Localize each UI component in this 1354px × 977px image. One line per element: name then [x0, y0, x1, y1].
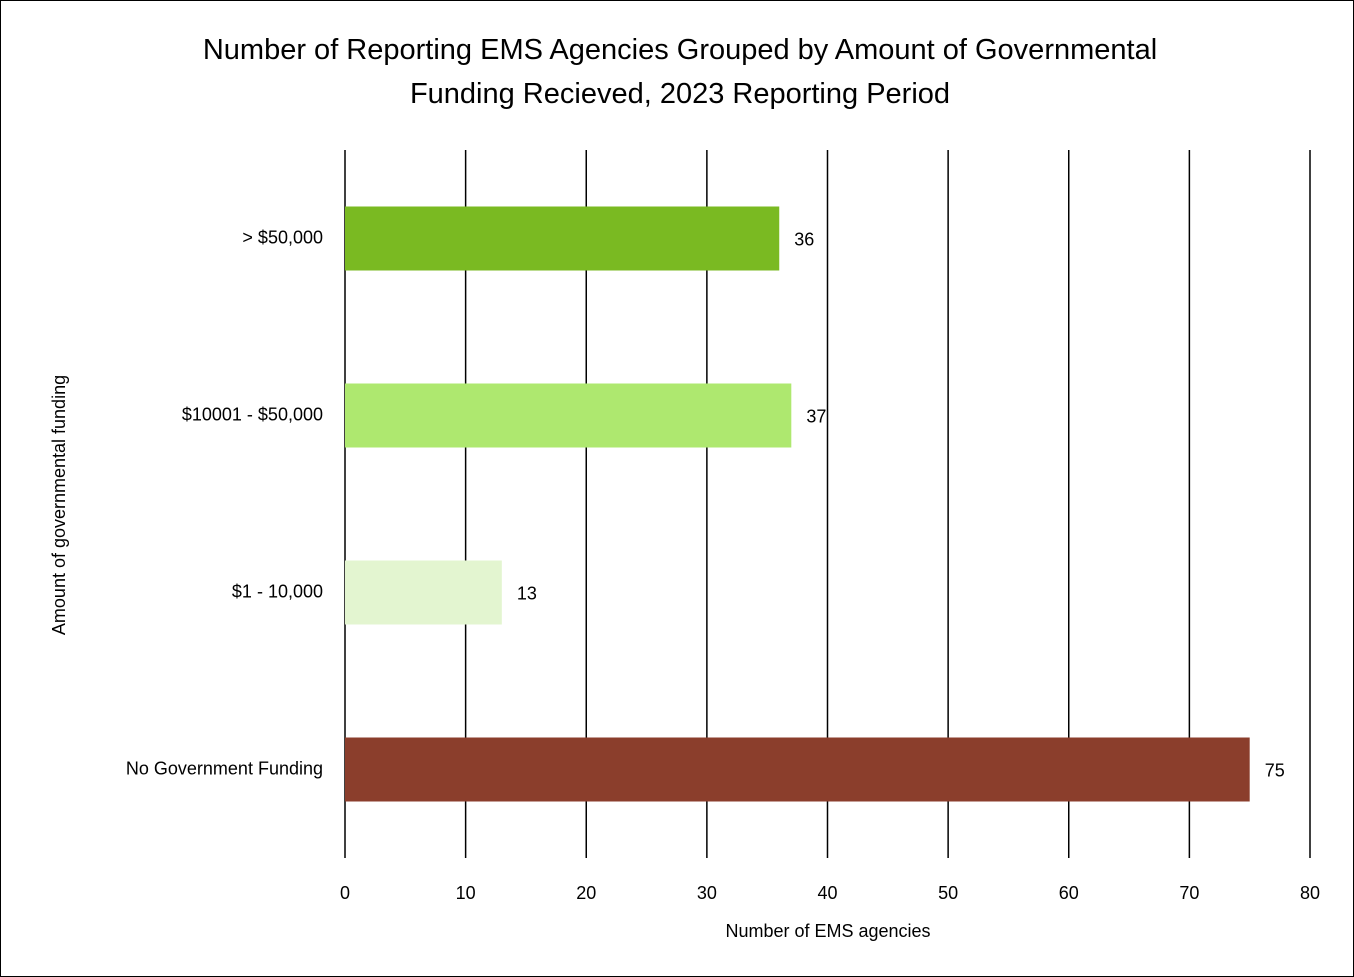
x-tick-label: 60 — [1059, 883, 1079, 903]
x-tick-label: 10 — [456, 883, 476, 903]
chart-title: Number of Reporting EMS Agencies Grouped… — [202, 34, 1158, 110]
x-tick-label: 70 — [1179, 883, 1199, 903]
x-tick-label: 0 — [340, 883, 350, 903]
x-tick-label: 80 — [1300, 883, 1320, 903]
y-tick-label: No Government Funding — [126, 758, 323, 778]
data-label: 36 — [794, 229, 814, 249]
data-label: 37 — [806, 406, 826, 426]
x-tick-label: 50 — [938, 883, 958, 903]
y-tick-label: > $50,000 — [242, 227, 323, 247]
bar — [345, 206, 780, 271]
x-tick-label: 40 — [817, 883, 837, 903]
y-tick-label: $10001 - $50,000 — [182, 404, 323, 424]
data-label: 13 — [517, 583, 537, 603]
y-axis-label: Amount of governmental funding — [49, 375, 69, 635]
x-tick-label: 30 — [697, 883, 717, 903]
bar — [345, 560, 502, 625]
x-axis-label: Number of EMS agencies — [725, 921, 930, 941]
bar — [345, 383, 792, 448]
x-tick-label: 20 — [576, 883, 596, 903]
y-tick-label: $1 - 10,000 — [232, 581, 323, 601]
bar — [345, 737, 1250, 802]
data-label: 75 — [1265, 760, 1285, 780]
